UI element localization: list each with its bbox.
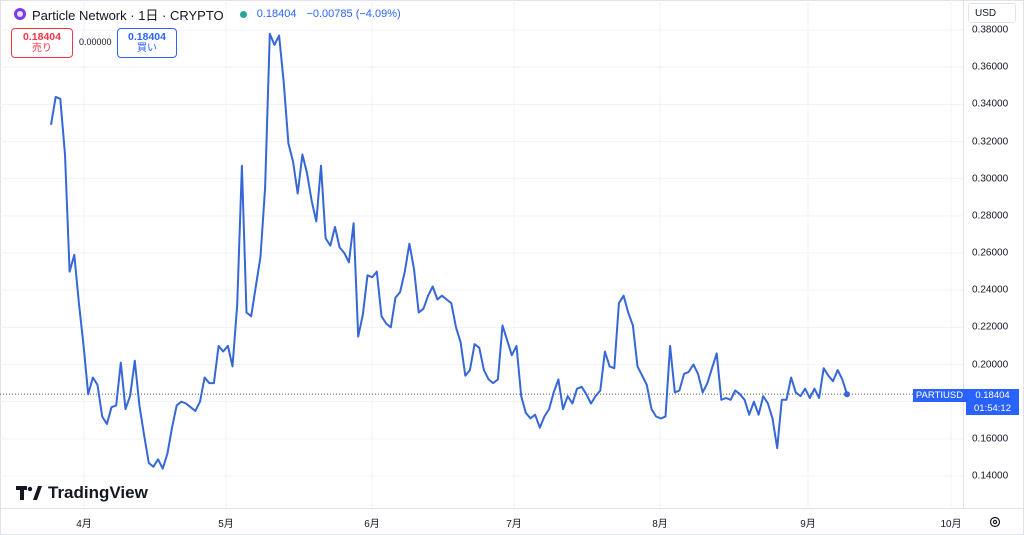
ticker-price-label: PARTIUSD [913,389,966,402]
y-tick-label: 0.24000 [972,284,1009,296]
y-tick-label: 0.30000 [972,173,1009,185]
x-tick-label: 7月 [506,519,522,530]
last-price-marker [844,391,850,398]
y-tick-label: 0.38000 [972,24,1009,36]
tradingview-logo-text: TradingView [48,483,148,502]
x-tick-label: 5月 [218,519,234,530]
buy-button[interactable]: 0.18404 買い [117,28,177,58]
y-tick-label: 0.14000 [972,470,1009,482]
particle-logo-icon [14,8,26,20]
axis-current-price: 0.18404 [975,390,1010,401]
price-series-line [50,32,848,470]
y-tick-label: 0.36000 [972,61,1009,73]
y-tick-label: 0.26000 [972,247,1009,259]
sell-price: 0.18404 [23,31,61,43]
y-tick-label: 0.16000 [972,433,1009,445]
time-axis-divider [0,508,1024,509]
sell-button[interactable]: 0.18404 売り [11,28,73,58]
last-price: 0.18404 [256,8,297,20]
bar-countdown: 01:54:12 [974,403,1011,414]
settings-gear-icon[interactable] [988,515,1002,529]
x-tick-label: 6月 [364,519,380,530]
price-axis-label: 0.18404 01:54:12 [966,389,1019,415]
sell-label: 売り [32,43,52,54]
x-tick-label: 9月 [800,519,816,530]
y-tick-label: 0.28000 [972,210,1009,222]
currency-selector[interactable]: USD [968,3,1016,23]
spread-value: 0.00000 [79,37,112,47]
price-change: −0.00785 (−4.09%) [306,8,401,20]
x-tick-label: 4月 [76,519,92,530]
buy-price: 0.18404 [128,31,166,43]
buy-label: 買い [137,43,157,54]
price-axis-divider [963,0,964,508]
tradingview-logo[interactable]: TradingView [16,483,148,503]
symbol-title[interactable]: Particle Network · 1日 · CRYPTO [32,7,224,23]
y-tick-label: 0.34000 [972,98,1009,110]
x-tick-label: 8月 [652,519,668,530]
y-tick-label: 0.22000 [972,321,1009,333]
chart-header: Particle Network · 1日 · CRYPTO 0.18404 −… [14,5,401,23]
y-tick-label: 0.20000 [972,359,1009,370]
market-status-icon [239,10,247,18]
tradingview-logo-icon [16,486,42,500]
y-tick-label: 0.32000 [972,136,1009,147]
x-tick-label: 10月 [940,519,962,530]
